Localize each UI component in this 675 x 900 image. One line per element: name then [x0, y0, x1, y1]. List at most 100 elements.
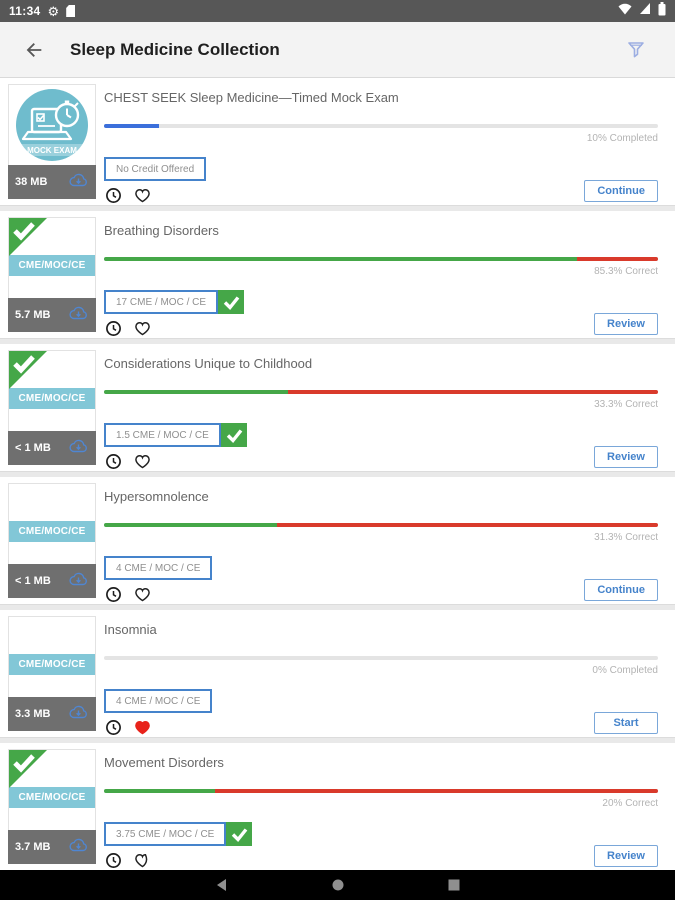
download-size: 38 MB	[15, 176, 48, 188]
course-list: MOCK EXAM 38 MB CHEST SEEK Sleep Medicin…	[0, 78, 675, 870]
course-thumbnail[interactable]: CME/MOC/CE < 1 MB	[8, 483, 96, 598]
credit-badge: 1.5 CME / MOC / CE	[104, 423, 221, 447]
progress-bar	[104, 656, 658, 660]
credit-badge: 3.75 CME / MOC / CE	[104, 822, 227, 846]
cme-band: CME/MOC/CE	[9, 521, 95, 542]
app-bar: Sleep Medicine Collection	[0, 22, 675, 78]
course-item[interactable]: CME/MOC/CE 5.7 MB Breathing Disorders 85…	[0, 211, 675, 338]
android-nav-bar	[0, 870, 675, 900]
list-divider	[0, 604, 675, 610]
progress-bar	[104, 257, 658, 261]
action-button[interactable]: Start	[594, 712, 658, 734]
download-size: < 1 MB	[15, 442, 51, 454]
nav-home-icon[interactable]	[330, 877, 346, 893]
action-button[interactable]: Review	[594, 446, 658, 468]
checkmark-corner-icon	[9, 750, 48, 794]
credit-check-icon	[218, 290, 245, 314]
progress-bar	[104, 124, 658, 128]
credit-badge: 4 CME / MOC / CE	[104, 556, 213, 580]
cloud-download-icon[interactable]	[68, 703, 89, 725]
mock-exam-label: MOCK EXAM	[27, 146, 77, 155]
list-divider	[0, 471, 675, 477]
heart-icon[interactable]	[133, 585, 151, 603]
progress-bar	[104, 789, 658, 793]
list-divider	[0, 338, 675, 344]
nav-back-icon[interactable]	[214, 877, 230, 893]
clock-time: 11:34	[9, 4, 41, 18]
signal-icon	[639, 2, 651, 20]
credit-badge: 4 CME / MOC / CE	[104, 689, 213, 713]
cloud-download-icon[interactable]	[68, 304, 89, 326]
clock-icon[interactable]	[104, 585, 122, 603]
credit-check-icon	[220, 423, 247, 447]
credit-check-icon	[226, 822, 253, 846]
course-title: Movement Disorders	[104, 755, 224, 770]
checkmark-corner-icon	[9, 351, 48, 395]
cme-band: CME/MOC/CE	[9, 255, 95, 276]
course-title: Considerations Unique to Childhood	[104, 356, 313, 371]
cme-band: CME/MOC/CE	[9, 388, 95, 409]
cloud-download-icon[interactable]	[68, 836, 89, 858]
course-thumbnail[interactable]: CME/MOC/CE 3.3 MB	[8, 616, 96, 731]
page-title: Sleep Medicine Collection	[70, 39, 280, 59]
list-divider	[0, 737, 675, 743]
clock-icon[interactable]	[104, 718, 122, 736]
heart-icon[interactable]	[133, 186, 151, 204]
course-thumbnail[interactable]: CME/MOC/CE 3.7 MB	[8, 749, 96, 864]
progress-label: 31.3% Correct	[594, 532, 658, 543]
wifi-icon	[618, 2, 632, 20]
action-button[interactable]: Continue	[584, 579, 658, 601]
heart-icon[interactable]	[133, 851, 151, 869]
course-title: Hypersomnolence	[104, 489, 209, 504]
filter-icon[interactable]	[619, 33, 653, 67]
course-item[interactable]: CME/MOC/CE 3.7 MB Movement Disorders 20%…	[0, 743, 675, 870]
progress-label: 33.3% Correct	[594, 399, 658, 410]
course-item[interactable]: MOCK EXAM 38 MB CHEST SEEK Sleep Medicin…	[0, 78, 675, 205]
download-size: < 1 MB	[15, 575, 51, 587]
clock-icon[interactable]	[104, 851, 122, 869]
battery-icon	[658, 1, 666, 21]
progress-label: 85.3% Correct	[594, 266, 658, 277]
heart-icon[interactable]	[133, 319, 151, 337]
course-thumbnail[interactable]: CME/MOC/CE < 1 MB	[8, 350, 96, 465]
course-title: Breathing Disorders	[104, 223, 219, 238]
progress-label: 0% Completed	[592, 665, 658, 676]
action-button[interactable]: Review	[594, 313, 658, 335]
course-title: Insomnia	[104, 622, 157, 637]
course-thumbnail[interactable]: CME/MOC/CE 5.7 MB	[8, 217, 96, 332]
back-arrow-icon[interactable]	[18, 34, 50, 66]
clock-icon[interactable]	[104, 452, 122, 470]
cme-band: CME/MOC/CE	[9, 787, 95, 808]
progress-label: 20% Correct	[602, 798, 658, 809]
mock-exam-thumbnail[interactable]: MOCK EXAM 38 MB	[8, 84, 96, 199]
download-size: 3.7 MB	[15, 841, 51, 853]
progress-label: 10% Completed	[586, 133, 658, 144]
cloud-download-icon[interactable]	[68, 171, 89, 193]
course-item[interactable]: CME/MOC/CE 3.3 MB Insomnia 0% Completed …	[0, 610, 675, 737]
status-bar: 11:34 ⚙	[0, 0, 675, 22]
clock-icon[interactable]	[104, 186, 122, 204]
list-divider	[0, 205, 675, 211]
download-size: 3.3 MB	[15, 708, 51, 720]
cme-band: CME/MOC/CE	[9, 654, 95, 675]
credit-badge: 17 CME / MOC / CE	[104, 290, 219, 314]
progress-bar	[104, 523, 658, 527]
course-item[interactable]: CME/MOC/CE < 1 MB Hypersomnolence 31.3% …	[0, 477, 675, 604]
cloud-download-icon[interactable]	[68, 437, 89, 459]
checkmark-corner-icon	[9, 218, 48, 262]
download-size: 5.7 MB	[15, 309, 51, 321]
credit-badge: No Credit Offered	[104, 157, 207, 181]
course-title: CHEST SEEK Sleep Medicine—Timed Mock Exa…	[104, 90, 399, 105]
clock-icon[interactable]	[104, 319, 122, 337]
progress-bar	[104, 390, 658, 394]
sd-card-icon	[66, 5, 76, 17]
course-item[interactable]: CME/MOC/CE < 1 MB Considerations Unique …	[0, 344, 675, 471]
gear-icon: ⚙	[47, 3, 60, 19]
action-button[interactable]: Continue	[584, 180, 658, 202]
nav-recents-icon[interactable]	[446, 877, 462, 893]
cloud-download-icon[interactable]	[68, 570, 89, 592]
heart-icon[interactable]	[133, 452, 151, 470]
action-button[interactable]: Review	[594, 845, 658, 867]
heart-icon[interactable]	[133, 718, 151, 736]
